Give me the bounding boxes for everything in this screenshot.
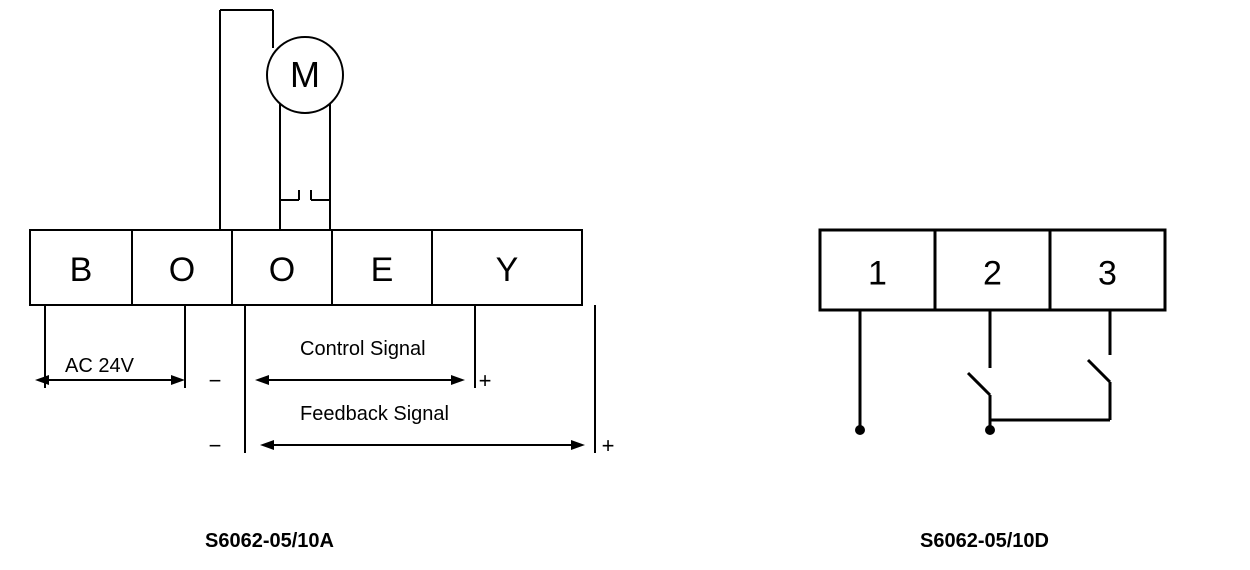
terminal-label: O [169,251,195,289]
control-signal-label: Control Signal [300,338,426,360]
svg-text:−: − [209,433,222,458]
svg-text:+: + [479,368,492,393]
terminal-label: Y [496,251,519,289]
diagram-d: 1 2 3 [790,0,1220,520]
diagram-a-caption: S6062-05/10A [205,530,334,553]
terminal-label: E [371,251,394,289]
ac-voltage-label: AC 24V [65,355,135,377]
diagram-a: B O O E Y M AC 24V Control Signal − + Feedback Sig… [10,0,630,520]
svg-text:−: − [209,368,222,393]
terminal-label: 3 [1098,254,1117,292]
terminal-label: 1 [868,254,887,292]
feedback-signal-label: Feedback Signal [300,403,449,425]
diagram-d-caption: S6062-05/10D [920,530,1049,553]
terminal-label: 2 [983,254,1002,292]
terminal-label: O [269,251,295,289]
svg-text:+: + [602,433,615,458]
motor-symbol-label: M [290,54,320,95]
terminal-label: B [70,251,93,289]
